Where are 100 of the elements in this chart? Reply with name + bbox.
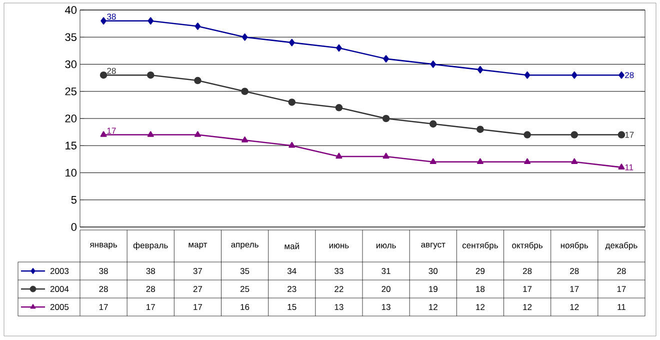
- data-label: 28: [522, 268, 532, 274]
- y-tick-label: 5: [71, 196, 76, 204]
- point: [242, 136, 248, 142]
- data-label: 28: [570, 268, 579, 274]
- data-label: 23: [288, 286, 296, 292]
- data-label: 17: [570, 286, 579, 292]
- point: [618, 71, 624, 79]
- data-label: 15: [288, 304, 296, 310]
- point: [476, 158, 484, 164]
- data-label: 13: [334, 304, 344, 310]
- legend-label: 2005: [50, 304, 69, 310]
- x-tick-label: март: [188, 242, 208, 250]
- x-tick-label: январь: [90, 242, 117, 250]
- point: [524, 131, 531, 138]
- x-tick-label: май: [284, 242, 299, 250]
- x-tick-label: июнь: [329, 244, 349, 248]
- x-tick-label: сентябрь: [462, 242, 498, 250]
- x-tick-label: август: [421, 242, 446, 250]
- annotation: 28: [625, 72, 634, 78]
- data-label: 11: [618, 304, 626, 310]
- data-label: 20: [382, 286, 390, 292]
- data-label: 12: [429, 304, 438, 310]
- point: [524, 71, 530, 79]
- point: [194, 76, 202, 84]
- data-label: 17: [523, 286, 532, 292]
- data-label: 25: [240, 286, 250, 292]
- data-label: 17: [194, 304, 202, 310]
- y-tick-label: 30: [65, 60, 77, 68]
- data-label: 22: [334, 286, 344, 292]
- y-tick-label: 35: [65, 33, 76, 42]
- point: [430, 158, 436, 164]
- x-tick-label: ноябрь: [560, 242, 588, 250]
- point: [476, 126, 484, 133]
- annotation: 11: [625, 164, 634, 170]
- data-label: 30: [428, 268, 438, 274]
- y-tick-label: 10: [66, 168, 77, 177]
- point: [571, 158, 578, 164]
- point: [618, 164, 625, 170]
- x-tick-label: октябрь: [512, 242, 542, 250]
- point: [288, 142, 296, 148]
- point: [336, 152, 342, 159]
- point: [430, 60, 436, 68]
- legend-label: 2004: [50, 286, 69, 292]
- data-label: 19: [429, 286, 438, 292]
- point: [194, 131, 201, 137]
- point: [429, 120, 437, 128]
- data-label: 31: [382, 268, 390, 274]
- point: [477, 66, 484, 74]
- point: [147, 131, 154, 137]
- data-label: 17: [99, 304, 108, 310]
- data-label: 13: [382, 304, 390, 310]
- y-tick-label: 15: [66, 142, 76, 150]
- point: [194, 22, 201, 30]
- point: [241, 88, 248, 96]
- data-label: 27: [193, 286, 202, 292]
- point: [524, 158, 531, 164]
- point: [336, 44, 342, 52]
- point: [618, 131, 626, 138]
- point: [383, 55, 389, 62]
- data-label: 29: [476, 268, 485, 274]
- annotation: 38: [107, 14, 116, 20]
- point: [570, 131, 578, 138]
- point: [571, 71, 578, 79]
- data-label: 33: [334, 268, 344, 274]
- point: [100, 131, 107, 137]
- y-tick-label: 20: [65, 114, 77, 122]
- point: [148, 17, 154, 24]
- data-label: 16: [240, 304, 250, 310]
- point: [146, 71, 154, 79]
- data-label: 35: [240, 268, 250, 274]
- data-label: 37: [193, 268, 202, 274]
- data-label: 12: [523, 304, 532, 310]
- point: [100, 17, 106, 24]
- legend-label: 2003: [50, 268, 69, 274]
- data-label: 28: [617, 268, 626, 274]
- point: [288, 98, 296, 106]
- annotation: 28: [107, 68, 116, 74]
- point: [242, 33, 248, 41]
- y-tick-label: 0: [71, 223, 77, 231]
- x-tick-label: февраль: [133, 242, 168, 250]
- x-tick-label: июль: [376, 244, 396, 248]
- data-label: 28: [99, 286, 108, 292]
- x-tick-label: апрель: [231, 242, 258, 250]
- annotation: 17: [107, 128, 116, 134]
- data-label: 12: [476, 304, 485, 310]
- y-tick-label: 40: [64, 6, 77, 14]
- data-label: 38: [146, 268, 155, 274]
- x-tick-label: декабрь: [605, 242, 638, 250]
- point: [335, 104, 343, 112]
- data-label: 34: [287, 268, 296, 274]
- data-label: 18: [476, 286, 485, 292]
- y-tick-label: 25: [65, 87, 76, 96]
- annotation: 17: [625, 132, 634, 138]
- data-label: 12: [570, 304, 579, 310]
- data-label: 38: [99, 268, 108, 274]
- point: [382, 152, 390, 159]
- data-label: 17: [146, 304, 155, 310]
- point: [100, 71, 108, 79]
- data-label: 28: [146, 286, 155, 292]
- data-label: 17: [617, 286, 626, 292]
